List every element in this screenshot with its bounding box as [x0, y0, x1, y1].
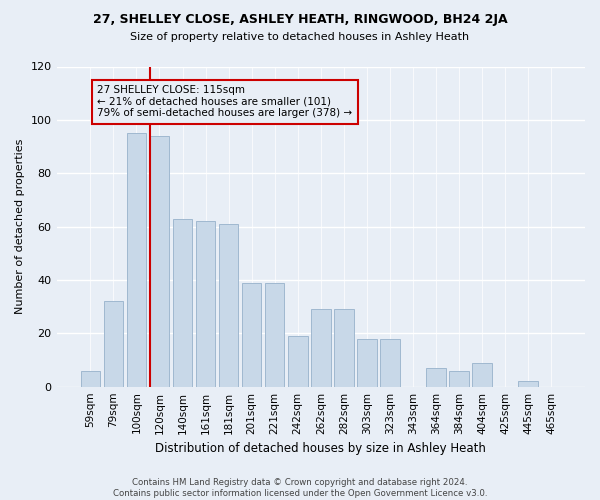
Bar — [149, 136, 169, 386]
Bar — [196, 222, 215, 386]
Bar — [449, 370, 469, 386]
Bar — [265, 282, 284, 387]
Bar — [426, 368, 446, 386]
Y-axis label: Number of detached properties: Number of detached properties — [15, 139, 25, 314]
Bar — [127, 133, 146, 386]
Bar — [472, 362, 492, 386]
Bar — [518, 382, 538, 386]
Text: Size of property relative to detached houses in Ashley Heath: Size of property relative to detached ho… — [130, 32, 470, 42]
X-axis label: Distribution of detached houses by size in Ashley Heath: Distribution of detached houses by size … — [155, 442, 486, 455]
Bar — [288, 336, 308, 386]
Bar — [380, 338, 400, 386]
Bar — [357, 338, 377, 386]
Text: 27 SHELLEY CLOSE: 115sqm
← 21% of detached houses are smaller (101)
79% of semi-: 27 SHELLEY CLOSE: 115sqm ← 21% of detach… — [97, 85, 352, 118]
Bar — [219, 224, 238, 386]
Bar — [173, 218, 193, 386]
Bar — [334, 310, 353, 386]
Bar — [80, 370, 100, 386]
Bar — [311, 310, 331, 386]
Text: 27, SHELLEY CLOSE, ASHLEY HEATH, RINGWOOD, BH24 2JA: 27, SHELLEY CLOSE, ASHLEY HEATH, RINGWOO… — [92, 12, 508, 26]
Bar — [242, 282, 262, 387]
Bar — [104, 302, 123, 386]
Text: Contains HM Land Registry data © Crown copyright and database right 2024.
Contai: Contains HM Land Registry data © Crown c… — [113, 478, 487, 498]
